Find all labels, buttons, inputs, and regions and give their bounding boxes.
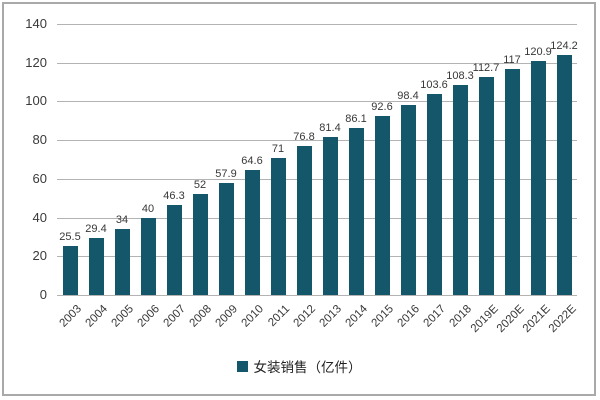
bar-value-label: 52	[193, 179, 207, 192]
x-axis-tick-label: 2021E	[520, 303, 553, 336]
bar-value-label: 103.6	[420, 79, 448, 92]
bar-value-label: 81.4	[319, 122, 341, 135]
bar-value-label: 34	[115, 214, 129, 227]
x-axis-tick-label: 2012	[291, 303, 319, 330]
y-axis-tick-label: 0	[39, 287, 47, 302]
gridline	[57, 101, 577, 103]
x-axis-tick-label: 2010	[239, 303, 267, 330]
bar-value-label: 57.9	[215, 167, 237, 180]
bar	[166, 205, 182, 295]
x-axis-tick-label: 2017	[421, 303, 449, 330]
x-axis-tick-label: 2013	[317, 303, 345, 330]
bar-chart: 0 20 40 60 80 100 120 140 25.5 2003 29.4 2004 34 2005…	[2, 2, 596, 396]
bar	[62, 245, 78, 295]
bar	[348, 128, 364, 295]
bar	[218, 182, 234, 295]
x-axis-tick-label: 2009	[213, 303, 241, 330]
bar	[270, 157, 286, 295]
y-axis-tick-label: 20	[32, 248, 47, 264]
x-axis-tick-label: 2011	[266, 303, 293, 329]
bar	[504, 68, 520, 295]
bar	[114, 229, 130, 295]
gridline	[57, 295, 577, 296]
bar-value-label: 120.9	[524, 45, 552, 58]
bar	[530, 60, 546, 295]
x-axis-tick-label: 2020E	[494, 303, 527, 336]
bar	[400, 104, 416, 295]
bar-value-label: 71	[271, 142, 285, 155]
x-axis-tick-label: 2022E	[546, 303, 579, 336]
bar-value-label: 46.3	[163, 190, 185, 203]
bar	[556, 54, 572, 295]
x-axis-tick-label: 2019E	[468, 303, 501, 336]
x-axis-tick-label: 2004	[83, 303, 111, 330]
legend: 女装销售（亿件）	[4, 356, 594, 376]
bar-value-label: 25.5	[59, 230, 81, 243]
x-axis-tick-label: 2003	[57, 303, 85, 330]
x-axis-tick-label: 2007	[161, 303, 189, 330]
y-axis-tick-label: 120	[25, 54, 47, 70]
bar	[192, 194, 208, 295]
gridline	[57, 24, 577, 25]
bar-value-label: 29.4	[85, 223, 107, 236]
bar-value-label: 64.6	[241, 154, 263, 167]
bar-value-label: 108.3	[446, 70, 474, 83]
x-axis-tick-label: 2005	[109, 303, 137, 330]
x-axis-tick-label: 2014	[343, 303, 371, 330]
x-axis-tick-label: 2015	[369, 303, 397, 330]
bar-value-label: 117	[503, 53, 521, 66]
bar	[140, 217, 156, 295]
gridline	[57, 140, 577, 142]
gridline	[57, 256, 577, 258]
y-axis-tick-label: 40	[32, 209, 47, 225]
x-axis-tick-label: 2016	[395, 303, 423, 330]
x-axis-tick-label: 2008	[187, 303, 215, 330]
bar	[88, 238, 104, 295]
legend-label: 女装销售（亿件）	[253, 360, 362, 375]
bar-value-label: 76.8	[293, 131, 315, 144]
x-axis-tick-label: 2006	[135, 303, 163, 330]
legend-marker-swatch	[236, 360, 248, 372]
y-axis-tick-label: 140	[25, 16, 47, 31]
bar	[374, 115, 390, 295]
bar	[244, 169, 260, 295]
bar	[452, 85, 468, 295]
bar-value-label: 98.4	[397, 89, 419, 102]
bar	[426, 94, 442, 295]
y-axis-tick-label: 100	[25, 93, 47, 109]
bar	[322, 137, 338, 295]
bar-value-label: 86.1	[345, 113, 367, 126]
y-axis-tick-label: 80	[32, 132, 47, 148]
bar	[296, 146, 312, 295]
gridline	[57, 62, 577, 64]
y-axis-tick-label: 60	[32, 170, 47, 186]
bar-value-label: 112.7	[472, 61, 500, 74]
gridline	[57, 178, 577, 180]
bar-value-label: 40	[141, 202, 155, 215]
bar-value-label: 124.2	[550, 39, 578, 52]
gridline	[57, 217, 577, 219]
bar-value-label: 92.6	[371, 100, 393, 113]
bar	[478, 76, 494, 295]
